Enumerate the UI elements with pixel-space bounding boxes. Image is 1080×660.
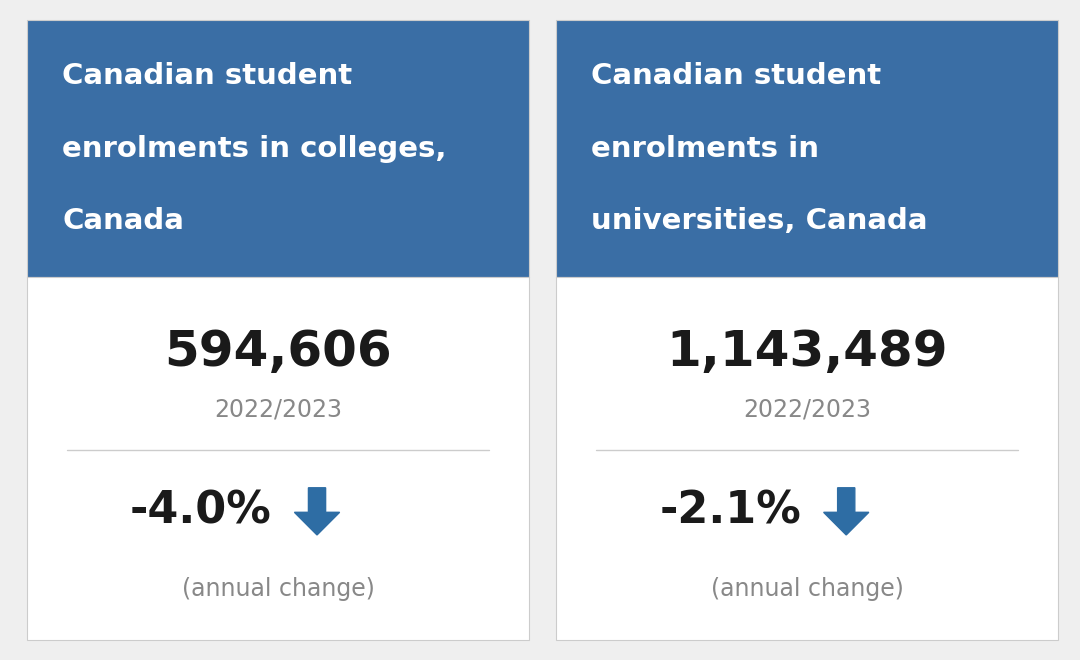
Polygon shape: [824, 488, 868, 535]
Text: Canadian student: Canadian student: [63, 63, 352, 90]
Bar: [27, 277, 529, 640]
Text: enrolments in: enrolments in: [592, 135, 820, 162]
Text: 1,143,489: 1,143,489: [666, 327, 948, 376]
Text: 2022/2023: 2022/2023: [214, 398, 342, 422]
Bar: [27, 20, 529, 277]
Text: -2.1%: -2.1%: [659, 490, 801, 533]
Polygon shape: [295, 488, 339, 535]
Bar: [556, 277, 1058, 640]
Text: (annual change): (annual change): [711, 578, 904, 601]
Text: (annual change): (annual change): [181, 578, 375, 601]
Text: Canadian student: Canadian student: [592, 63, 881, 90]
Text: -4.0%: -4.0%: [130, 490, 272, 533]
Text: Canada: Canada: [63, 207, 184, 234]
Text: 594,606: 594,606: [164, 327, 392, 376]
Text: 2022/2023: 2022/2023: [743, 398, 872, 422]
Text: enrolments in colleges,: enrolments in colleges,: [63, 135, 447, 162]
Bar: [556, 20, 1058, 277]
Text: universities, Canada: universities, Canada: [592, 207, 928, 234]
